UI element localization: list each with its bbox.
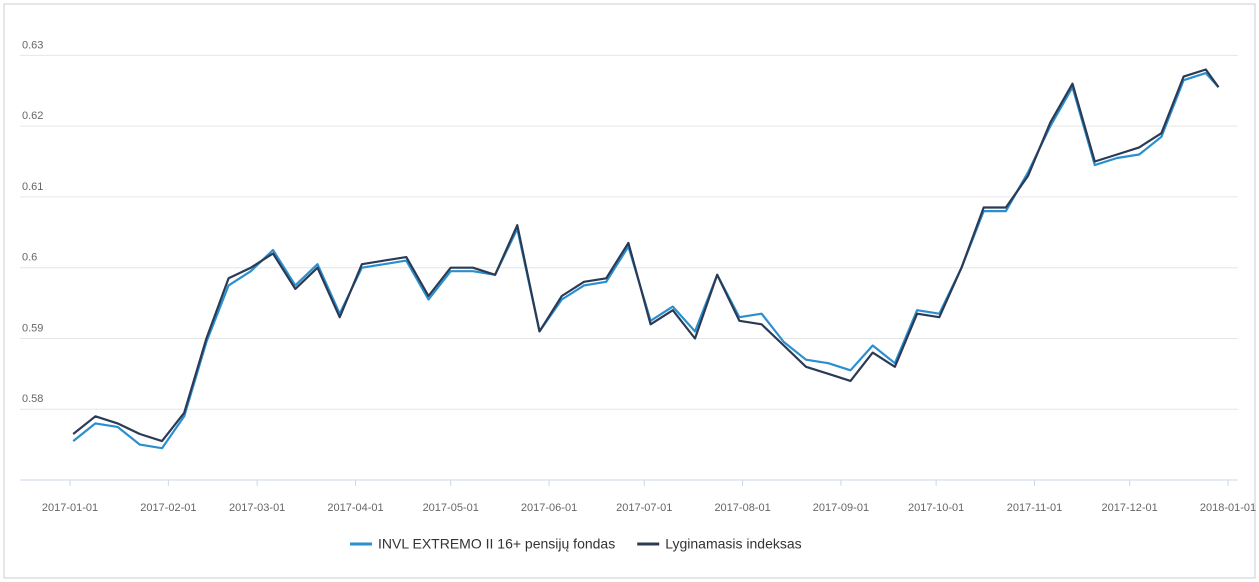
x-tick-label: 2017-03-01 <box>229 502 285 514</box>
frame <box>3 3 1256 579</box>
y-tick-label: 0.62 <box>22 110 43 122</box>
x-tick-label: 2017-01-01 <box>42 502 98 514</box>
series-line <box>72 68 1220 443</box>
legend-label: Lyginamasis indeksas <box>665 536 801 552</box>
legend-label: INVL EXTREMO II 16+ pensijų fondas <box>378 536 615 552</box>
x-tick-label: 2018-01-01 <box>1200 502 1256 514</box>
y-tick-label: 0.59 <box>22 322 43 334</box>
y-tick-label: 0.58 <box>22 393 43 405</box>
x-tick-label: 2017-12-01 <box>1102 502 1158 514</box>
y-tick-label: 0.6 <box>22 252 37 264</box>
y-tick-label: 0.63 <box>22 39 43 51</box>
legend: INVL EXTREMO II 16+ pensijų fondas Lygina… <box>350 536 802 552</box>
y-tick-label: 0.61 <box>22 181 43 193</box>
x-tick-label: 2017-02-01 <box>140 502 196 514</box>
x-tick-label: 2017-04-01 <box>327 502 383 514</box>
x-tick-label: 2017-06-01 <box>521 502 577 514</box>
x-tick-label: 2017-05-01 <box>423 502 479 514</box>
x-tick-label: 2017-09-01 <box>813 502 869 514</box>
x-tick-label: 2017-07-01 <box>616 502 672 514</box>
x-tick-label: 2017-10-01 <box>908 502 964 514</box>
x-tick-label: 2017-11-01 <box>1007 502 1062 514</box>
x-tick-label: 2017-08-01 <box>714 502 770 514</box>
